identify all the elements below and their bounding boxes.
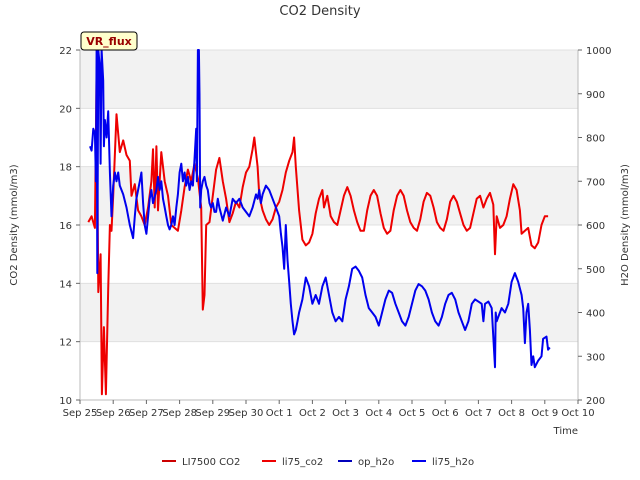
x-tick-label: Oct 2 — [299, 408, 326, 419]
y-left-tick-label: 16 — [59, 221, 72, 232]
grid-band — [80, 225, 578, 284]
legend-label: LI7500 CO2 — [182, 457, 240, 468]
x-tick-label: Oct 4 — [365, 408, 392, 419]
series-layer — [87, 49, 551, 396]
x-tick-label: Sep 27 — [129, 408, 164, 419]
y-right-tick-label: 500 — [586, 265, 605, 276]
y-left-tick-label: 22 — [59, 46, 72, 57]
legend-label: li75_h2o — [432, 457, 474, 468]
y-axis-left-label: CO2 Density (mmol/m3) — [9, 164, 20, 285]
x-tick-label: Oct 1 — [266, 408, 293, 419]
y-left-tick-label: 18 — [59, 163, 72, 174]
y-axis-right-label: H2O Density (mmol/m3) — [620, 164, 631, 286]
y-right-tick-label: 600 — [586, 221, 605, 232]
y-left-tick-label: 10 — [59, 396, 72, 407]
vr-flux-badge: VR_flux — [80, 31, 138, 51]
x-tick-label: Oct 5 — [399, 408, 426, 419]
legend-label: li75_co2 — [282, 457, 323, 468]
x-tick-label: Oct 6 — [432, 408, 459, 419]
y-right-tick-label: 700 — [586, 177, 605, 188]
x-tick-label: Sep 25 — [63, 408, 98, 419]
y-right-tick-label: 800 — [586, 134, 605, 145]
x-tick-label: Oct 10 — [561, 408, 594, 419]
y-right-tick-label: 400 — [586, 309, 605, 320]
series-line-li75-co2 — [87, 69, 549, 396]
legend: LI7500 CO2 li75_co2 op_h2o li75_h2o — [162, 457, 474, 468]
grid-band — [80, 341, 578, 400]
y-left-tick-label: 14 — [59, 279, 72, 290]
grid-band — [80, 50, 578, 109]
x-tick-label: Oct 9 — [531, 408, 558, 419]
x-axis-label: Time — [553, 426, 578, 437]
y-left-tick-label: 20 — [59, 104, 72, 115]
y-right-tick-label: 1000 — [586, 46, 611, 57]
chart-title: CO2 Density — [279, 4, 360, 19]
y-right-tick-label: 200 — [586, 396, 605, 407]
y-right-tick-label: 300 — [586, 352, 605, 363]
badge-label: VR_flux — [86, 35, 132, 48]
grid-bands — [80, 49, 578, 401]
badge-box — [80, 31, 138, 51]
x-tick-label: Sep 29 — [195, 408, 230, 419]
x-tick-label: Oct 8 — [498, 408, 525, 419]
x-tick-label: Sep 30 — [229, 408, 264, 419]
y-left-tick-label: 12 — [59, 338, 72, 349]
series-line-li75-h2o — [89, 49, 551, 369]
legend-label: op_h2o — [358, 457, 394, 468]
y-right-tick-label: 900 — [586, 90, 605, 101]
x-tick-label: Oct 3 — [332, 408, 359, 419]
x-tick-label: Sep 28 — [162, 408, 197, 419]
grid-band — [80, 108, 578, 167]
x-tick-label: Sep 26 — [96, 408, 131, 419]
x-tick-label: Oct 7 — [465, 408, 492, 419]
